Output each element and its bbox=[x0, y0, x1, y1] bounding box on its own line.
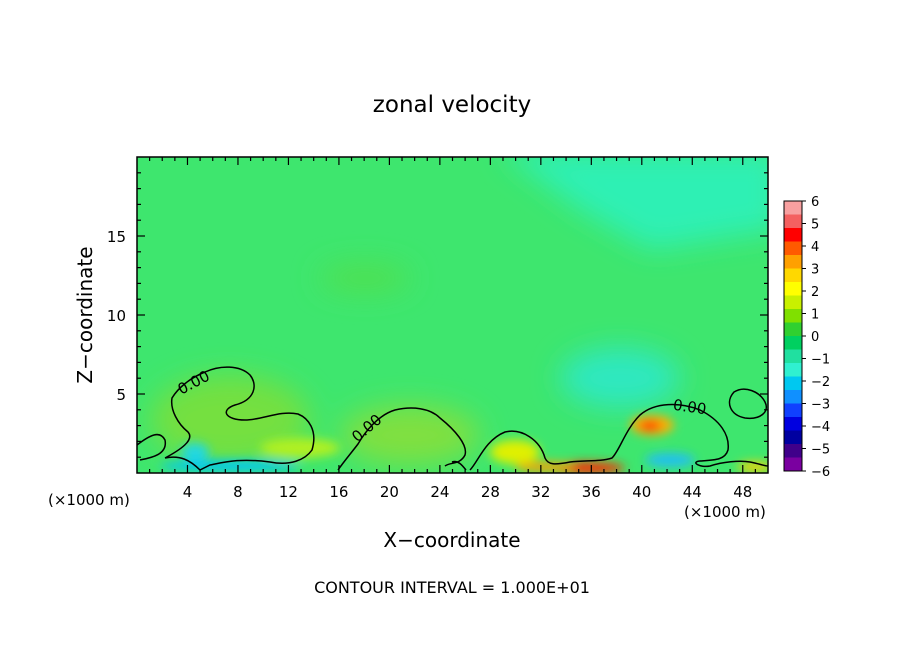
x-axis-tick-labels: 4 8 12 16 20 24 28 32 36 40 44 48 bbox=[183, 483, 753, 501]
x-axis-label: X−coordinate bbox=[383, 528, 520, 552]
chart-title: zonal velocity bbox=[373, 92, 531, 118]
colorbar-tick-label: 4 bbox=[811, 240, 819, 255]
colorbar-tick-labels: 6 5 4 3 2 1 0 −1 −2 −3 −4 −5 −6 bbox=[811, 195, 830, 480]
colorbar-swatch bbox=[784, 214, 802, 229]
colorbar-swatch bbox=[784, 268, 802, 283]
axis-ticks bbox=[137, 157, 768, 473]
x-tick-label: 4 bbox=[183, 483, 193, 501]
colorbar-swatch bbox=[784, 403, 802, 418]
field-jet-low-left bbox=[181, 443, 209, 461]
colorbar-tick-label: −1 bbox=[811, 353, 830, 368]
x-axis-unit-right: (×1000 m) bbox=[684, 503, 766, 521]
x-tick-label: 24 bbox=[430, 483, 449, 501]
colorbar-swatch bbox=[784, 255, 802, 269]
field-region-negative-upper bbox=[509, 157, 768, 250]
colorbar-swatch bbox=[784, 322, 802, 337]
colorbar-tick-label: 3 bbox=[811, 263, 819, 278]
colorbar-tick-label: −5 bbox=[811, 443, 830, 458]
colorbar-swatch bbox=[784, 295, 802, 310]
x-tick-label: 12 bbox=[279, 483, 298, 501]
colorbar-swatch bbox=[784, 309, 802, 323]
x-tick-label: 32 bbox=[531, 483, 550, 501]
colorbar-tick-label: −3 bbox=[811, 398, 830, 413]
velocity-field bbox=[150, 157, 768, 465]
y-tick-label: 5 bbox=[116, 386, 126, 404]
field-region-weak-positive bbox=[320, 264, 410, 292]
x-tick-label: 40 bbox=[632, 483, 651, 501]
colorbar-swatch bbox=[784, 376, 802, 391]
colorbar-swatch bbox=[784, 457, 802, 472]
y-axis-tick-labels: 5 10 15 bbox=[107, 228, 126, 404]
plot-area: 0.00 0.00 0.00 bbox=[137, 157, 768, 473]
x-axis-unit-left: (×1000 m) bbox=[48, 491, 130, 509]
field-jet-low-mid bbox=[260, 438, 340, 458]
colorbar-tick-label: −2 bbox=[811, 375, 830, 390]
x-tick-label: 44 bbox=[683, 483, 702, 501]
colorbar-swatch bbox=[784, 349, 802, 364]
colorbar-swatch bbox=[784, 444, 802, 458]
y-axis-label: Z−coordinate bbox=[73, 246, 97, 383]
colorbar-tick-label: 5 bbox=[811, 218, 819, 233]
colorbar-swatch bbox=[784, 282, 802, 296]
y-tick-label: 10 bbox=[107, 307, 126, 325]
colorbar-tick-label: 0 bbox=[811, 330, 819, 345]
x-tick-label: 36 bbox=[582, 483, 601, 501]
zero-contours bbox=[137, 366, 768, 471]
y-tick-label: 15 bbox=[107, 228, 126, 246]
colorbar-swatch bbox=[784, 363, 802, 377]
contour-right-top bbox=[728, 388, 767, 420]
field-jet-upper-red bbox=[639, 421, 661, 431]
contour-interval-note: CONTOUR INTERVAL = 1.000E+01 bbox=[314, 578, 590, 597]
contour-left bbox=[137, 366, 315, 471]
colorbar-tick-label: 6 bbox=[811, 195, 819, 210]
field-jet-low-cyan bbox=[645, 453, 695, 467]
velocity-field-detail bbox=[160, 415, 768, 473]
colorbar-tick-label: 2 bbox=[811, 285, 819, 300]
colorbar-tick-label: −4 bbox=[811, 420, 830, 435]
contour-label: 0.00 bbox=[672, 396, 708, 418]
x-tick-label: 8 bbox=[233, 483, 243, 501]
field-region-negative-mid bbox=[560, 348, 680, 408]
x-tick-label: 28 bbox=[481, 483, 500, 501]
colorbar bbox=[783, 200, 806, 472]
colorbar-swatch bbox=[784, 241, 802, 256]
colorbar-swatch bbox=[784, 417, 802, 431]
x-tick-label: 16 bbox=[329, 483, 348, 501]
contour-center bbox=[337, 403, 768, 471]
colorbar-swatch bbox=[784, 201, 802, 215]
x-tick-label: 48 bbox=[733, 483, 752, 501]
colorbar-swatch bbox=[784, 390, 802, 404]
colorbar-swatch bbox=[784, 430, 802, 445]
field-jet-surface-orange bbox=[515, 462, 575, 472]
field-region-positive-center bbox=[340, 405, 480, 465]
colorbar-swatch bbox=[784, 228, 802, 242]
colorbar-tick-label: 1 bbox=[811, 308, 819, 323]
field-jet-mid-yellow bbox=[490, 440, 540, 464]
colorbar-swatch bbox=[784, 336, 802, 350]
colorbar-tick-label: −6 bbox=[811, 465, 830, 480]
x-tick-label: 20 bbox=[380, 483, 399, 501]
field-jet-surface-left bbox=[160, 460, 300, 472]
